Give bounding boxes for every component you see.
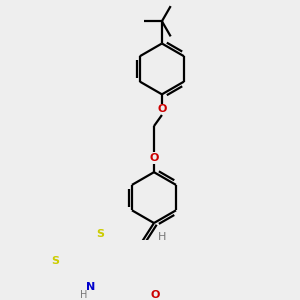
Text: O: O [151, 290, 160, 299]
Text: N: N [86, 282, 95, 292]
Text: S: S [96, 229, 104, 239]
Text: O: O [157, 103, 167, 114]
Text: S: S [52, 256, 59, 266]
Text: H: H [80, 290, 88, 300]
Text: H: H [158, 232, 166, 242]
Text: O: O [149, 153, 159, 163]
